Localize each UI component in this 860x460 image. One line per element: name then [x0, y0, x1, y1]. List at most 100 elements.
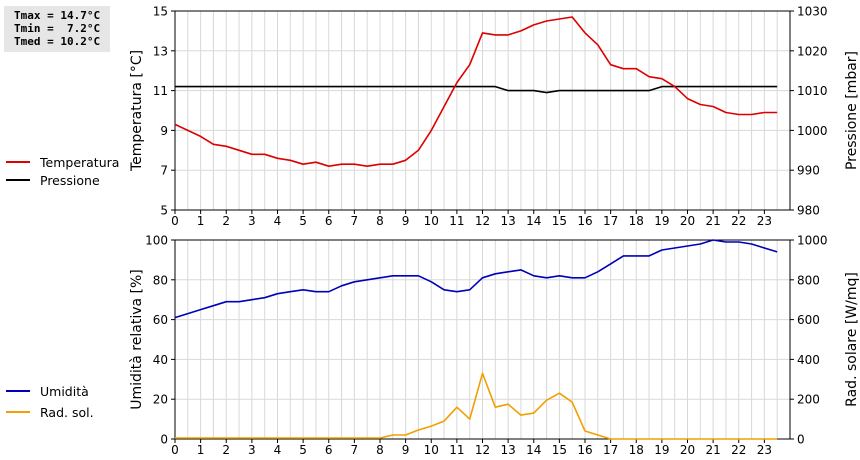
legend-item-radsol: Rad. sol.: [6, 403, 94, 421]
y2-tick-label: 1000: [797, 124, 828, 138]
series-line-umidit: [174, 239, 778, 319]
x-tick-label: 17: [603, 443, 618, 457]
y2-tick-label: 1020: [797, 44, 828, 58]
legend-label: Temperatura: [40, 154, 120, 170]
x-tick-label: 19: [654, 443, 669, 457]
x-tick-label: 8: [376, 214, 384, 228]
x-tick-label: 21: [705, 443, 720, 457]
x-tick-label: 5: [299, 443, 307, 457]
x-tick-label: 9: [402, 214, 410, 228]
y2-tick-label: 1000: [797, 234, 828, 248]
y2-axis-label: Rad. solare [W/mq]: [844, 272, 860, 407]
x-tick-label: 3: [248, 214, 256, 228]
x-tick-label: 0: [171, 214, 179, 228]
x-tick-label: 23: [757, 214, 772, 228]
x-tick-label: 22: [731, 214, 746, 228]
x-tick-label: 18: [629, 443, 644, 457]
y-tick-label: 0: [160, 433, 168, 447]
x-tick-label: 0: [171, 443, 179, 457]
x-tick-label: 11: [449, 214, 464, 228]
y2-tick-label: 1030: [797, 5, 828, 19]
x-tick-label: 13: [500, 214, 515, 228]
y-tick-label: 100: [145, 234, 168, 248]
x-tick-label: 12: [475, 214, 490, 228]
y-tick-label: 15: [153, 5, 168, 19]
tmin-label: Tmin = 7.2°C: [14, 22, 101, 35]
x-tick-label: 1: [197, 214, 205, 228]
x-tick-label: 6: [325, 443, 333, 457]
series-line-rad-sol: [175, 372, 778, 440]
series-line-temperatura: [174, 16, 778, 167]
x-tick-label: 17: [603, 214, 618, 228]
legend-top: Temperatura Pressione: [6, 153, 119, 189]
chart-panel-2: 0 1 2 3 4 5 6 7 8 9 10 11 12 13 14 15 16 17 18 19 20 21 22 2302…: [129, 234, 860, 458]
y-axis-label: Temperatura [°C]: [129, 50, 145, 172]
legend-item-umidita: Umidità: [6, 382, 94, 400]
x-tick-label: 12: [475, 443, 490, 457]
x-tick-label: 20: [680, 214, 695, 228]
x-tick-label: 9: [402, 443, 410, 457]
y2-axis-label: Pressione [mbar]: [844, 51, 860, 170]
y2-tick-label: 600: [797, 313, 820, 327]
y-tick-label: 40: [153, 353, 168, 367]
x-tick-label: 4: [274, 443, 282, 457]
legend-label: Rad. sol.: [40, 404, 94, 420]
y2-tick-label: 400: [797, 353, 820, 367]
x-tick-label: 21: [705, 214, 720, 228]
y-tick-label: 5: [160, 204, 168, 218]
legend-label: Umidità: [40, 383, 89, 399]
x-tick-label: 13: [500, 443, 515, 457]
x-tick-label: 2: [222, 214, 230, 228]
chart-panel-1: 0 1 2 3 4 5 6 7 8 9 10 11 12 13 14 15 16 17 18 19 20 21 22 2357…: [129, 5, 860, 229]
x-tick-label: 15: [552, 443, 567, 457]
radsol-swatch: [6, 411, 30, 413]
y-tick-label: 7: [160, 164, 168, 178]
legend-item-pressione: Pressione: [6, 171, 119, 189]
y-tick-label: 9: [160, 124, 168, 138]
x-tick-label: 18: [629, 214, 644, 228]
x-tick-label: 14: [526, 443, 541, 457]
x-tick-label: 23: [757, 443, 772, 457]
x-tick-label: 16: [577, 214, 592, 228]
x-tick-label: 1: [197, 443, 205, 457]
y-tick-label: 20: [153, 393, 168, 407]
x-tick-label: 14: [526, 214, 541, 228]
y-axis-label: Umidità relativa [%]: [129, 269, 145, 410]
temperatura-swatch: [6, 161, 30, 163]
legend-label: Pressione: [40, 172, 100, 188]
x-tick-label: 8: [376, 443, 384, 457]
y2-tick-label: 800: [797, 273, 820, 287]
series-line-pressione: [175, 85, 778, 94]
y-tick-label: 11: [153, 84, 168, 98]
x-tick-label: 10: [424, 443, 439, 457]
x-tick-label: 6: [325, 214, 333, 228]
x-tick-label: 2: [222, 443, 230, 457]
tmed-label: Tmed = 10.2°C: [14, 35, 101, 48]
y2-tick-label: 990: [797, 164, 820, 178]
x-tick-label: 5: [299, 214, 307, 228]
tmax-label: Tmax = 14.7°C: [14, 9, 101, 22]
y2-tick-label: 980: [797, 204, 820, 218]
x-tick-label: 11: [449, 443, 464, 457]
x-tick-label: 15: [552, 214, 567, 228]
x-tick-label: 20: [680, 443, 695, 457]
pressione-swatch: [6, 179, 30, 181]
x-tick-label: 10: [424, 214, 439, 228]
y2-tick-label: 1010: [797, 84, 828, 98]
y2-tick-label: 0: [797, 433, 805, 447]
x-tick-label: 3: [248, 443, 256, 457]
legend-bottom: Umidità Rad. sol.: [6, 382, 94, 421]
x-tick-label: 7: [351, 214, 359, 228]
x-tick-label: 19: [654, 214, 669, 228]
x-tick-label: 4: [274, 214, 282, 228]
y-tick-label: 80: [153, 273, 168, 287]
stats-box: Tmax = 14.7°C Tmin = 7.2°C Tmed = 10.2°C: [4, 6, 110, 52]
y2-tick-label: 200: [797, 393, 820, 407]
legend-item-temperatura: Temperatura: [6, 153, 119, 171]
y-tick-label: 13: [153, 44, 168, 58]
x-tick-label: 22: [731, 443, 746, 457]
x-tick-label: 16: [577, 443, 592, 457]
umidita-swatch: [6, 390, 30, 392]
y-tick-label: 60: [153, 313, 168, 327]
